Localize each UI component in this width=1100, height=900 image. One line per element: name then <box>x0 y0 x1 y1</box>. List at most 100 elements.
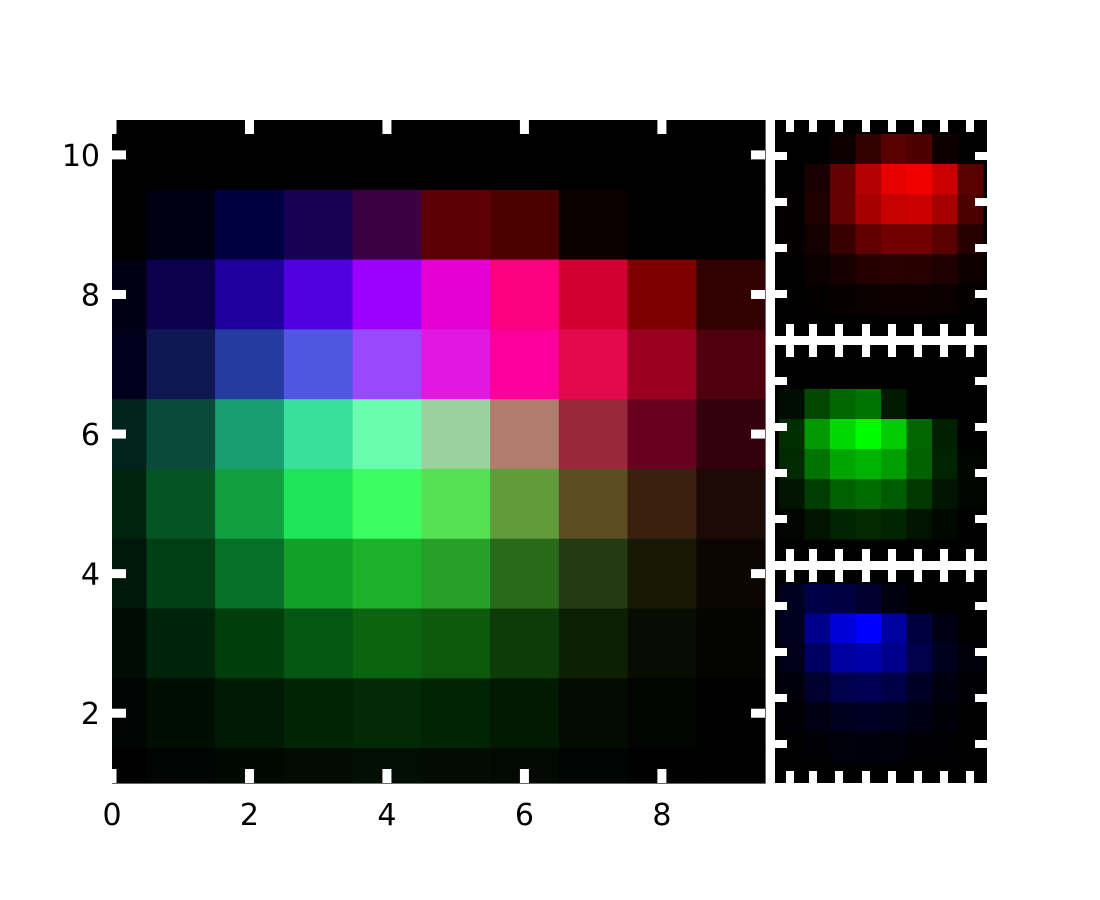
panel-tick-mark <box>888 345 896 357</box>
panel-tick-mark <box>862 771 870 783</box>
channel-cell <box>855 509 882 540</box>
channel-cell <box>906 613 933 644</box>
heatmap-cell <box>421 329 491 400</box>
red-channel-heatmap <box>775 120 987 336</box>
heatmap-cell <box>283 538 354 610</box>
channel-cell <box>881 449 908 480</box>
channel-cell <box>881 224 908 255</box>
channel-cell <box>932 613 959 644</box>
panel-tick-mark <box>914 570 922 582</box>
panel-tick-mark <box>914 345 922 357</box>
heatmap-cell <box>627 538 697 610</box>
heatmap-cell <box>352 399 422 470</box>
channel-cell <box>804 284 831 315</box>
channel-cell <box>830 509 857 540</box>
panel-tick-mark <box>809 771 817 783</box>
heatmap-cell <box>558 120 629 191</box>
channel-cell <box>957 359 984 390</box>
heatmap-cell <box>283 608 354 679</box>
channel-cell <box>906 419 933 450</box>
heatmap-cell <box>558 329 629 400</box>
panel-tick-mark <box>862 120 870 132</box>
y-tick-label: 10 <box>62 139 100 174</box>
panel-tick-mark <box>835 549 843 561</box>
panel-tick-mark <box>888 570 896 582</box>
channel-cell <box>881 731 908 762</box>
panel-tick-mark <box>966 345 974 357</box>
heatmap-cell <box>421 748 491 784</box>
channel-cell <box>830 613 857 644</box>
heatmap-cell <box>215 189 285 261</box>
channel-cell <box>779 134 806 165</box>
heatmap-cell <box>558 189 629 261</box>
heatmap-cell <box>352 189 422 261</box>
panel-tick-mark <box>775 694 787 702</box>
channel-cell <box>830 584 857 615</box>
channel-cell <box>957 284 984 315</box>
panel-tick-mark <box>835 345 843 357</box>
y-tick-mark <box>112 708 126 718</box>
panel-tick-mark <box>809 549 817 561</box>
y-tick-mark <box>751 289 765 299</box>
channel-cell <box>830 194 857 225</box>
heatmap-cell <box>352 468 422 540</box>
panel-tick-mark <box>775 602 787 610</box>
panel-tick-mark <box>809 324 817 336</box>
panel-tick-mark <box>775 469 787 477</box>
panel-tick-mark <box>940 120 948 132</box>
panel-tick-mark <box>786 771 794 783</box>
panel-tick-mark <box>862 570 870 582</box>
channel-cell <box>855 194 882 225</box>
panel-tick-mark <box>975 602 987 610</box>
panel-tick-mark <box>975 469 987 477</box>
channel-cell <box>957 479 984 510</box>
channel-cell <box>881 134 908 165</box>
panel-tick-mark <box>975 244 987 252</box>
channel-cell <box>906 359 933 390</box>
heatmap-cell <box>283 468 354 540</box>
channel-cell <box>855 702 882 733</box>
channel-cell <box>957 643 984 674</box>
panel-tick-mark <box>809 345 817 357</box>
panel-tick-mark <box>975 290 987 298</box>
panel-tick-mark <box>775 423 787 431</box>
panel-tick-mark <box>940 549 948 561</box>
y-tick-label: 2 <box>81 697 100 732</box>
channel-cell <box>855 479 882 510</box>
channel-cell <box>881 284 908 315</box>
y-tick-mark <box>751 150 765 160</box>
channel-cell <box>830 359 857 390</box>
channel-cell <box>957 613 984 644</box>
channel-cell <box>830 224 857 255</box>
heatmap-cell <box>215 259 285 330</box>
panel-tick-mark <box>775 740 787 748</box>
channel-cell <box>906 254 933 285</box>
x-tick-label: 4 <box>377 798 396 833</box>
y-tick-mark <box>751 569 765 579</box>
panel-tick-mark <box>835 324 843 336</box>
channel-cell <box>804 479 831 510</box>
channel-cell <box>881 359 908 390</box>
heatmap-cell <box>558 608 629 679</box>
channel-cell <box>804 731 831 762</box>
heatmap-cell <box>421 399 491 470</box>
channel-cell <box>779 164 806 195</box>
heatmap-cell <box>352 259 422 330</box>
panel-tick-mark <box>775 198 787 206</box>
channel-cell <box>906 164 933 195</box>
panel-tick-mark <box>966 771 974 783</box>
heatmap-cell <box>627 468 697 540</box>
panel-tick-mark <box>775 377 787 385</box>
channel-cell <box>932 672 959 703</box>
heatmap-cell <box>490 329 560 400</box>
heatmap-cell <box>283 120 354 191</box>
panel-tick-mark <box>786 120 794 132</box>
heatmap-cell <box>146 399 216 470</box>
panel-tick-mark <box>966 324 974 336</box>
x-tick-label: 0 <box>102 798 121 833</box>
heatmap-cell <box>421 608 491 679</box>
heatmap-cell <box>112 468 147 540</box>
heatmap-cell <box>558 399 629 470</box>
panel-tick-mark <box>786 345 794 357</box>
heatmap-cell <box>146 189 216 261</box>
